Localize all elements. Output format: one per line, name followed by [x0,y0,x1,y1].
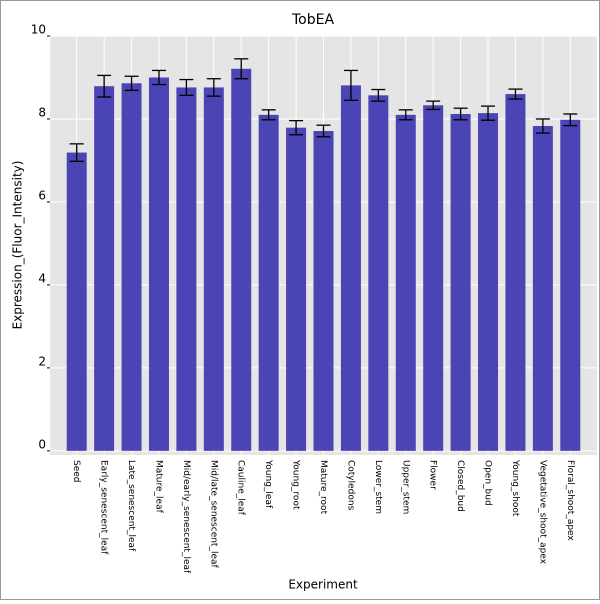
x-tick-label: Closed_bud [455,460,465,512]
x-tick-label: Lower_stem [373,460,383,514]
bar [478,113,499,451]
error-bar [535,118,550,134]
chart-title: TobEA [291,12,334,28]
error-bar [151,69,166,86]
x-tick-label: Vegetative_shoot_apex [537,460,547,565]
y-tick-label: 8 [38,105,46,119]
x-axis-label: Experiment [288,578,358,592]
error-bar [371,88,386,102]
error-bar [97,74,112,98]
x-tick-label: Open_bud [483,460,493,506]
error-bar [343,69,358,101]
x-tick-label: Mid/early_senescent_leaf [181,460,191,574]
x-tick-label: Cotyledons [345,460,355,511]
x-tick-label: Late_senescent_leaf [126,460,136,552]
error-bar [563,113,578,127]
x-tick-label: Mature_leaf [153,460,163,514]
bar [340,85,361,451]
error-bar [69,143,84,162]
y-tick-label: 2 [38,354,46,368]
error-bar [453,107,468,121]
bar [532,126,553,451]
bar [148,77,169,451]
bar [258,114,279,451]
x-tick-label: Floral_shoot_apex [565,460,575,541]
bar [286,127,307,451]
error-bar [508,88,523,100]
x-tick-label: Cauline_leaf [236,460,246,516]
error-bar [316,124,331,138]
y-tick-label: 4 [38,271,46,285]
y-tick-label: 10 [31,23,46,37]
x-tick-label: Young_shoot [510,459,520,517]
bar [313,131,334,451]
y-tick-label: 6 [38,188,46,202]
bar [66,152,87,451]
x-tick-label: Mature_root [318,460,328,515]
x-tick-label: Mid/late_senescent_leaf [208,460,218,569]
bar [203,87,224,451]
y-axis-label: Expression_(Fluor_Intensity) [11,161,25,330]
x-tick-label: Young_leaf [263,459,273,509]
bar [560,119,581,451]
bar [505,94,526,451]
bar [121,83,142,451]
error-bar [234,58,249,80]
error-bar [261,109,276,121]
error-bar [398,109,413,121]
error-bar [124,75,139,91]
error-bar [206,78,221,97]
x-tick-label: Upper_stem [400,460,410,514]
bar [94,86,115,451]
x-tick-label: Seed [71,460,81,483]
x-tick-label: Early_senescent_leaf [99,460,109,555]
error-bar [289,119,304,136]
bar [368,95,389,451]
x-tick-label: Young_root [291,459,301,510]
bar [450,113,471,451]
y-tick-label: 0 [38,437,46,451]
error-bar [426,100,441,111]
error-bar [481,105,496,121]
x-tick-label: Flower [428,460,438,490]
bar [395,114,416,451]
bar [423,105,444,451]
bar [176,87,197,451]
bar [231,68,252,451]
error-bar [179,78,194,96]
